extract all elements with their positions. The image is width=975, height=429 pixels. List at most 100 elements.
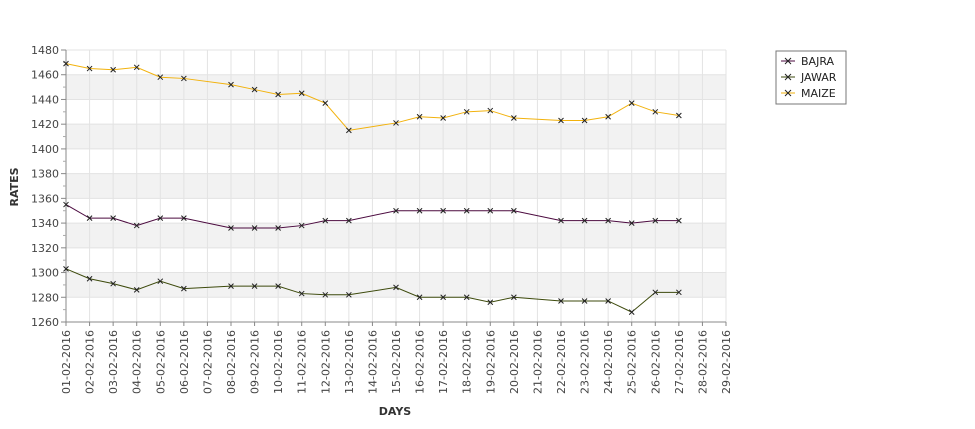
data-point-bajra: [416, 207, 423, 214]
data-point-maize: [652, 108, 659, 115]
marker-stroke: [133, 64, 140, 71]
data-point-bajra: [110, 215, 116, 221]
x-tick-label: 27-02-2016: [673, 330, 686, 394]
y-tick-label: 1420: [31, 118, 59, 131]
data-point-jawar: [558, 298, 564, 304]
y-tick-label: 1280: [31, 291, 59, 304]
data-point-jawar: [298, 290, 305, 297]
y-tick-label: 1260: [31, 316, 59, 329]
x-tick-label: 19-02-2016: [484, 330, 497, 394]
marker-stroke: [416, 207, 423, 214]
marker-stroke: [628, 100, 635, 107]
data-point-maize: [298, 90, 305, 97]
data-point-bajra: [275, 225, 281, 231]
data-point-bajra: [487, 207, 494, 214]
data-point-jawar: [487, 299, 494, 306]
marker-stroke: [605, 298, 611, 304]
data-point-maize: [275, 91, 281, 98]
data-point-jawar: [605, 298, 611, 304]
data-point-jawar: [346, 291, 352, 298]
marker-stroke: [86, 275, 93, 282]
x-tick-label: 20-02-2016: [508, 330, 521, 394]
marker-stroke: [298, 222, 305, 229]
data-point-jawar: [463, 294, 470, 301]
marker-stroke: [86, 65, 93, 72]
data-point-maize: [251, 86, 258, 93]
marker-stroke: [416, 294, 423, 301]
x-tick-label: 14-02-2016: [366, 330, 379, 394]
legend-label: MAIZE: [801, 87, 836, 100]
data-point-bajra: [440, 207, 446, 214]
data-point-maize: [581, 117, 588, 124]
data-point-jawar: [511, 294, 517, 301]
data-point-maize: [628, 100, 635, 107]
marker-stroke: [511, 294, 517, 301]
data-point-maize: [86, 65, 93, 72]
data-point-maize: [346, 127, 352, 134]
marker-stroke: [463, 108, 470, 115]
marker-stroke: [581, 117, 588, 124]
marker-stroke: [133, 222, 140, 229]
data-point-jawar: [251, 283, 258, 289]
data-point-bajra: [581, 217, 588, 224]
data-point-maize: [463, 108, 470, 115]
legend-label: JAWAR: [800, 71, 837, 84]
data-point-jawar: [228, 283, 234, 289]
data-point-bajra: [628, 220, 635, 226]
data-point-bajra: [511, 207, 517, 214]
data-point-jawar: [86, 275, 93, 282]
x-tick-label: 16-02-2016: [414, 330, 427, 394]
marker-stroke: [228, 283, 234, 289]
data-point-maize: [487, 107, 494, 114]
x-tick-label: 10-02-2016: [272, 330, 285, 394]
marker-stroke: [228, 225, 234, 231]
data-point-maize: [157, 74, 164, 81]
marker-stroke: [86, 215, 93, 221]
marker-stroke: [605, 217, 611, 224]
marker-stroke: [322, 217, 329, 224]
marker-stroke: [581, 217, 588, 224]
marker-stroke: [652, 108, 659, 115]
data-point-bajra: [322, 217, 329, 224]
marker-stroke: [628, 309, 635, 315]
marker-stroke: [251, 225, 258, 231]
marker-stroke: [346, 217, 352, 224]
x-tick-label: 22-02-2016: [555, 330, 568, 394]
x-tick-label: 05-02-2016: [154, 330, 167, 394]
data-point-jawar: [157, 278, 164, 285]
legend-item-bajra: BAJRA: [781, 55, 835, 68]
series-line-jawar: [65, 268, 679, 313]
x-tick-label: 29-02-2016: [720, 330, 733, 394]
marker-stroke: [440, 294, 446, 301]
series-line-bajra: [65, 204, 679, 229]
data-point-maize: [605, 113, 611, 120]
marker-stroke: [275, 91, 281, 98]
marker-stroke: [487, 207, 494, 214]
data-point-bajra: [605, 217, 611, 224]
marker-stroke: [298, 290, 305, 297]
data-point-maize: [676, 112, 682, 119]
data-point-jawar: [393, 284, 399, 291]
data-point-bajra: [86, 215, 93, 221]
data-point-bajra: [181, 215, 187, 221]
marker-stroke: [463, 294, 470, 301]
data-point-maize: [63, 60, 69, 67]
marker-stroke: [558, 298, 564, 304]
data-point-bajra: [157, 215, 164, 221]
x-tick-label: 24-02-2016: [602, 330, 615, 394]
series-line-maize: [65, 63, 679, 131]
marker-stroke: [251, 86, 258, 93]
x-tick-label: 28-02-2016: [696, 330, 709, 394]
marker-stroke: [463, 207, 470, 214]
marker-stroke: [558, 117, 564, 124]
y-tick-label: 1360: [31, 192, 59, 205]
marker-stroke: [228, 81, 234, 88]
marker-stroke: [581, 298, 588, 304]
legend-item-maize: MAIZE: [781, 87, 836, 100]
marker-stroke: [676, 112, 682, 119]
marker-stroke: [393, 207, 399, 214]
marker-stroke: [511, 115, 517, 121]
data-point-jawar: [110, 280, 116, 287]
y-tick-label: 1440: [31, 93, 59, 106]
data-point-maize: [511, 115, 517, 121]
